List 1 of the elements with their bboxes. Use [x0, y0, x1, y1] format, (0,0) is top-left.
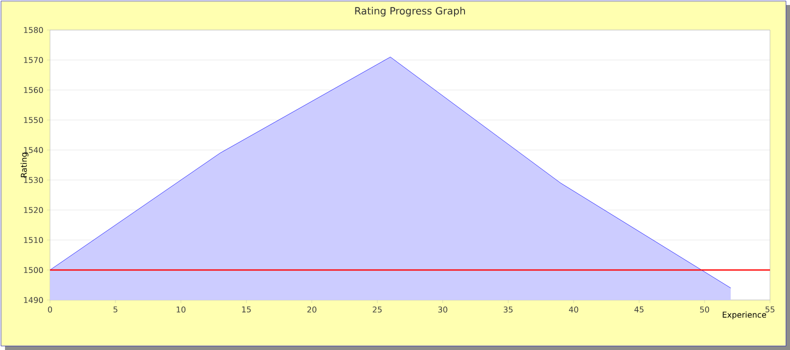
chart-title: Rating Progress Graph	[355, 6, 465, 17]
